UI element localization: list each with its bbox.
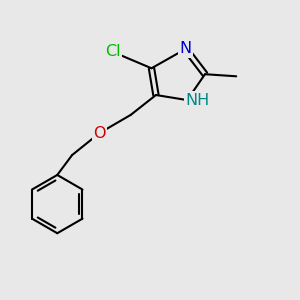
- Text: NH: NH: [185, 93, 210, 108]
- Text: Cl: Cl: [105, 44, 121, 59]
- Text: N: N: [180, 41, 192, 56]
- Text: O: O: [93, 126, 106, 141]
